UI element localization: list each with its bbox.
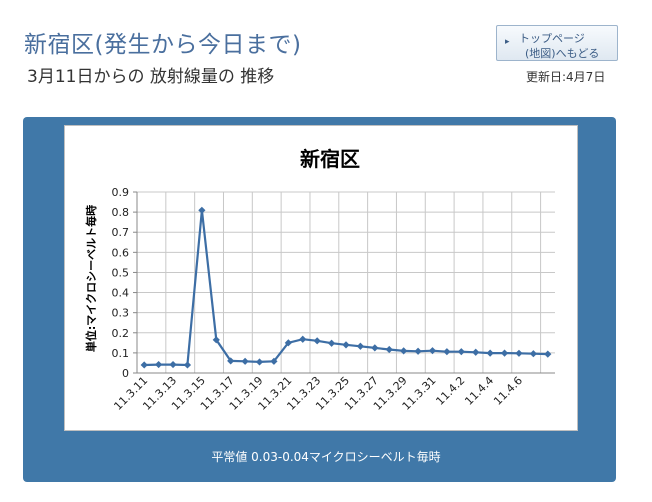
data-point [327, 339, 336, 347]
data-point [457, 348, 465, 356]
data-point [486, 349, 494, 357]
data-point [342, 341, 350, 349]
data-point [400, 347, 408, 355]
data-point [544, 350, 552, 358]
y-tick-label: 0.3 [112, 307, 130, 320]
data-point [414, 347, 422, 355]
data-point [529, 350, 537, 358]
updated-date: 更新日:4月7日 [526, 70, 606, 84]
y-tick-label: 0.5 [112, 266, 130, 279]
data-point [169, 360, 177, 369]
y-tick-label: 0.8 [112, 206, 130, 219]
data-point [255, 358, 264, 366]
data-point [212, 336, 220, 344]
y-tick-label: 0.6 [112, 246, 130, 259]
data-point [472, 348, 480, 356]
data-point [140, 361, 148, 369]
data-point [241, 357, 249, 365]
data-point [371, 344, 379, 352]
data-point [385, 345, 393, 354]
back-to-top-label-line1: トップページ [519, 32, 585, 45]
data-point [500, 349, 509, 357]
y-tick-label: 0.2 [112, 327, 130, 340]
back-to-top-label-line2: (地図)へもどる [525, 47, 600, 60]
back-to-top-button[interactable]: ▸ トップページ (地図)へもどる [496, 25, 618, 61]
data-point [356, 342, 365, 350]
data-point [313, 337, 321, 345]
x-tick-label: 11.4.6 [491, 374, 525, 408]
y-tick-label: 0 [122, 367, 129, 380]
play-arrow-icon: ▸ [505, 37, 510, 47]
y-tick-label: 0.9 [112, 186, 130, 199]
y-tick-label: 0.4 [112, 287, 130, 300]
data-point [428, 347, 437, 355]
data-point [443, 348, 451, 356]
page-subtitle: 3月11日からの 放射線量の 推移 [27, 67, 275, 87]
data-point [183, 361, 192, 369]
y-axis-label: 単位:マイクロシーベルト毎時 [84, 205, 98, 352]
data-point [227, 357, 235, 365]
chart-title: 新宿区 [300, 147, 360, 171]
data-point [198, 206, 206, 214]
y-tick-label: 0.1 [112, 347, 130, 360]
data-point [299, 335, 307, 343]
y-tick-label: 0.7 [112, 226, 130, 239]
data-point [515, 349, 523, 357]
chart-frame: 新宿区 0 0.1 0.2 0.3 0.4 0.5 0.6 0.7 0.8 0.9 11.3.11 11… [64, 125, 578, 431]
data-point [155, 360, 163, 369]
page-title: 新宿区(発生から今日まで) [24, 32, 302, 58]
normal-range-note: 平常値 0.03-0.04マイクロシーベルト毎時 [211, 450, 441, 464]
x-tick-label: 11.4.4 [462, 374, 496, 408]
x-tick-label: 11.4.2 [433, 374, 467, 408]
radiation-line-chart: 新宿区00.10.20.30.40.50.60.70.80.911.3.1111… [84, 147, 555, 413]
